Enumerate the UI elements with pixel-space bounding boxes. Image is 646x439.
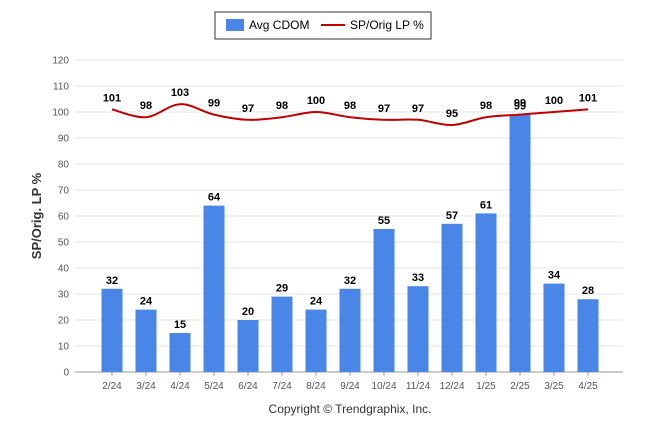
bar — [373, 229, 395, 372]
x-tick-label: 6/24 — [238, 381, 258, 392]
y-tick-label: 60 — [58, 212, 70, 223]
bar-value-label: 32 — [344, 275, 356, 287]
bar-value-label: 29 — [276, 283, 288, 295]
y-tick-label: 20 — [58, 316, 70, 327]
x-tick-label: 4/25 — [578, 381, 598, 392]
x-axis-ticks: 2/24 3/24 4/24 5/24 6/24 7/24 8/24 9/24 10/24 11/… — [102, 372, 598, 392]
y-tick-label: 50 — [58, 238, 70, 249]
bar-value-label: 32 — [106, 275, 118, 287]
y-tick-label: 30 — [58, 290, 70, 301]
bar — [305, 309, 327, 372]
line-value-label: 97 — [242, 103, 254, 115]
line-value-label: 100 — [307, 95, 325, 107]
x-tick-label: 11/24 — [406, 381, 431, 392]
y-axis-label: SP/Orig. LP % — [29, 172, 44, 259]
line-value-label: 98 — [276, 100, 288, 112]
bar-labels: 32 24 15 64 20 29 24 32 55 33 57 61 99 34 28 — [106, 101, 594, 331]
bar — [509, 114, 531, 372]
x-tick-label: 12/24 — [439, 381, 464, 392]
bar-value-label: 24 — [310, 296, 323, 308]
x-tick-label: 8/24 — [306, 381, 326, 392]
bar — [339, 288, 361, 372]
line-value-label: 101 — [579, 92, 597, 104]
y-tick-label: 120 — [52, 56, 69, 67]
line-value-label: 98 — [344, 100, 356, 112]
line-value-label: 98 — [480, 100, 492, 112]
x-tick-label: 3/24 — [136, 381, 156, 392]
x-tick-label: 2/24 — [102, 381, 122, 392]
y-axis-ticks: 0 10 20 30 40 50 60 70 80 90 100 110 120 — [52, 56, 69, 379]
bar — [203, 205, 225, 372]
bar-value-label: 99 — [514, 101, 526, 113]
copyright-credit: Copyright © Trendgraphix, Inc. — [269, 402, 432, 416]
bar-value-label: 33 — [412, 272, 424, 284]
x-tick-label: 2/25 — [510, 381, 530, 392]
line-sp-orig-lp — [111, 103, 589, 127]
y-tick-label: 40 — [58, 264, 70, 275]
line-value-label: 99 — [208, 98, 220, 110]
line-labels: 101 98 103 99 97 98 100 98 97 97 95 98 99 100 101 — [103, 87, 597, 120]
x-tick-label: 10/24 — [371, 381, 396, 392]
bar-value-label: 24 — [140, 296, 153, 308]
line-value-label: 97 — [412, 103, 424, 115]
bar — [543, 283, 565, 372]
y-tick-label: 70 — [58, 186, 70, 197]
bar — [475, 213, 497, 372]
legend-label-sp-orig: SP/Orig LP % — [350, 18, 424, 32]
bar — [271, 296, 293, 372]
x-tick-label: 1/25 — [476, 381, 496, 392]
line-value-label: 97 — [378, 103, 390, 115]
bar-value-label: 28 — [582, 285, 594, 297]
legend: Avg CDOM SP/Orig LP % — [214, 11, 432, 40]
y-tick-label: 10 — [58, 342, 70, 353]
x-tick-label: 5/24 — [204, 381, 224, 392]
bar-value-label: 20 — [242, 306, 254, 318]
line-value-label: 99 — [514, 98, 526, 110]
bar-value-label: 57 — [446, 210, 458, 222]
bars — [101, 114, 599, 372]
x-tick-label: 7/24 — [272, 381, 292, 392]
x-tick-label: 3/25 — [544, 381, 564, 392]
bar-value-label: 64 — [208, 192, 221, 204]
bar-value-label: 55 — [378, 215, 390, 227]
y-tick-label: 100 — [52, 108, 69, 119]
x-tick-label: 9/24 — [340, 381, 360, 392]
bar — [407, 286, 429, 372]
bar — [237, 320, 259, 372]
y-tick-label: 0 — [63, 368, 69, 379]
y-tick-label: 90 — [58, 134, 70, 145]
line-value-label: 98 — [140, 100, 152, 112]
y-tick-label: 80 — [58, 160, 70, 171]
line-value-label: 100 — [545, 95, 563, 107]
line-value-label: 103 — [171, 87, 189, 99]
y-tick-label: 110 — [53, 82, 69, 93]
line-value-label: 95 — [446, 108, 458, 120]
bar — [135, 309, 157, 372]
gridlines — [75, 59, 623, 373]
legend-swatch-avg-cdom — [226, 19, 244, 31]
line-series — [111, 103, 589, 127]
bar-value-label: 15 — [174, 319, 186, 331]
bar-value-label: 61 — [480, 199, 492, 211]
bar — [101, 288, 123, 372]
bar — [441, 223, 463, 372]
bar — [169, 333, 191, 372]
x-tick-label: 4/24 — [170, 381, 190, 392]
bar — [577, 299, 599, 372]
bar-value-label: 34 — [548, 270, 561, 282]
line-value-label: 101 — [103, 92, 121, 104]
legend-label-avg-cdom: Avg CDOM — [249, 18, 309, 32]
